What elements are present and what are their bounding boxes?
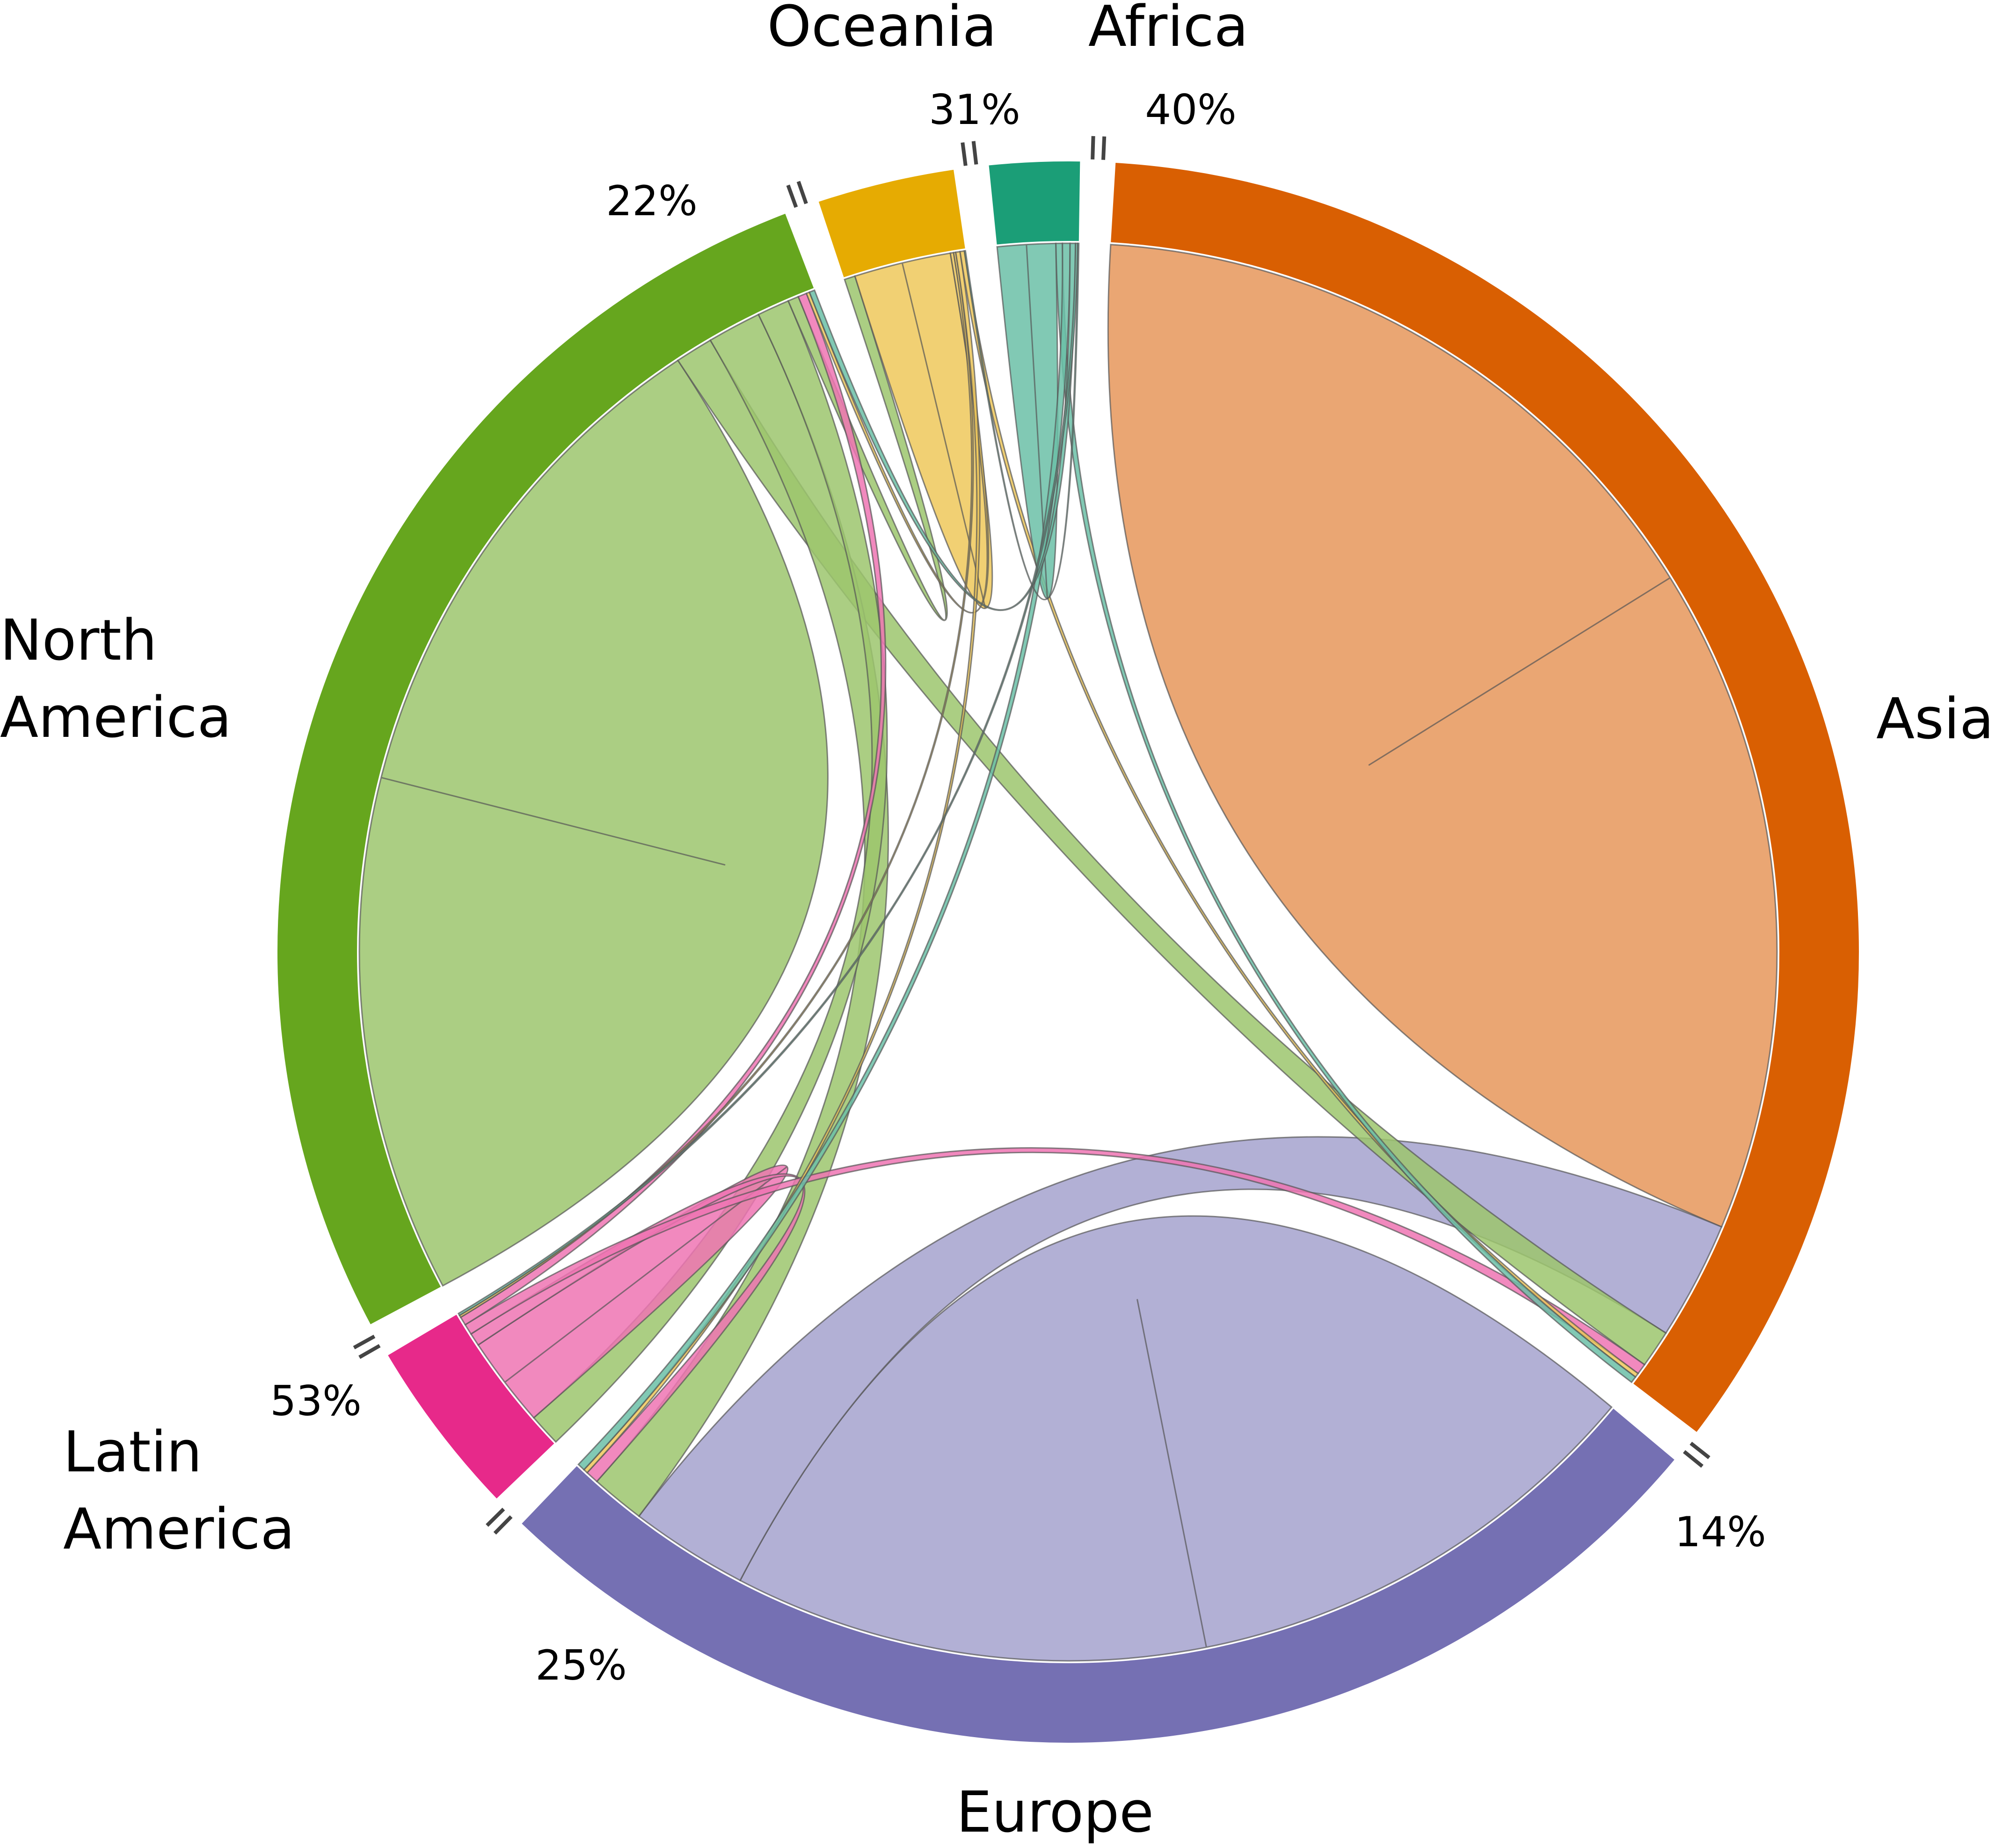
region-label-europe: Europe	[956, 1780, 1154, 1845]
region-arcs	[277, 161, 1859, 1743]
tick-europe-end	[493, 1515, 513, 1535]
region-label-latin-america: Latin America	[63, 1420, 295, 1562]
tick-north-america-end	[786, 184, 798, 208]
ribbon-oceania-to-latin-america	[459, 251, 974, 1318]
ribbon-oceania-to-north-america	[805, 252, 990, 614]
chord-ribbons	[358, 242, 1778, 1662]
percent-label-asia: 14%	[1675, 1508, 1766, 1556]
region-label-oceania: Oceania	[767, 0, 997, 59]
percent-label-north-america: 22%	[606, 177, 698, 225]
tick-africa-start	[971, 141, 978, 165]
percent-label-latin-america: 53%	[270, 1377, 362, 1425]
percent-label-oceania: 31%	[929, 86, 1020, 134]
region-arc-asia	[1111, 163, 1859, 1432]
ribbon-latin-america-to-asia	[464, 1147, 1646, 1375]
region-label-africa: Africa	[1088, 0, 1248, 59]
region-arc-europe	[522, 1408, 1675, 1743]
region-label-north-america: North America	[0, 608, 232, 750]
percent-label-europe: 25%	[535, 1641, 627, 1689]
ribbon-north-america-to-north-america	[358, 359, 829, 1287]
region-arc-oceania	[818, 169, 965, 277]
region-label-latin-america-line2: America	[63, 1497, 295, 1562]
tick-latin-america-start	[486, 1507, 505, 1527]
tick-north-america-start	[353, 1334, 376, 1350]
tick-latin-america-end	[358, 1344, 381, 1359]
ribbon-africa-to-latin-america	[457, 242, 1078, 1317]
ribbon-oceania-to-europe	[583, 251, 981, 1474]
ribbon-europe-to-europe	[739, 1215, 1613, 1662]
percent-label-africa: 40%	[1145, 86, 1237, 134]
ribbon-latin-america-to-north-america	[459, 292, 887, 1326]
region-label-north-america-line2: America	[0, 685, 232, 750]
ribbon-north-america-to-asia	[677, 339, 1667, 1366]
region-label-north-america-line1: North	[0, 608, 157, 673]
tick-asia-end	[1690, 1441, 1711, 1459]
region-label-latin-america-line1: Latin	[63, 1420, 202, 1485]
ribbon-asia-to-asia	[1107, 244, 1778, 1228]
ribbon-africa-to-europe	[577, 242, 1071, 1471]
ribbon-africa-to-oceania	[963, 242, 1080, 601]
ribbon-north-america-to-oceania	[787, 275, 948, 621]
region-arc-africa	[989, 161, 1080, 245]
ribbon-europe-to-asia	[638, 1136, 1723, 1582]
region-label-asia: Asia	[1876, 687, 1994, 752]
region-arc-latin-america	[388, 1315, 554, 1499]
tick-oceania-end	[961, 142, 968, 166]
region-arc-north-america	[277, 213, 814, 1324]
tick-europe-start	[1683, 1450, 1704, 1468]
tick-oceania-start	[796, 181, 808, 204]
ribbon-africa-to-asia	[1055, 242, 1637, 1383]
tick-asia-start	[1101, 136, 1107, 160]
axis-ticks	[353, 136, 1711, 1535]
